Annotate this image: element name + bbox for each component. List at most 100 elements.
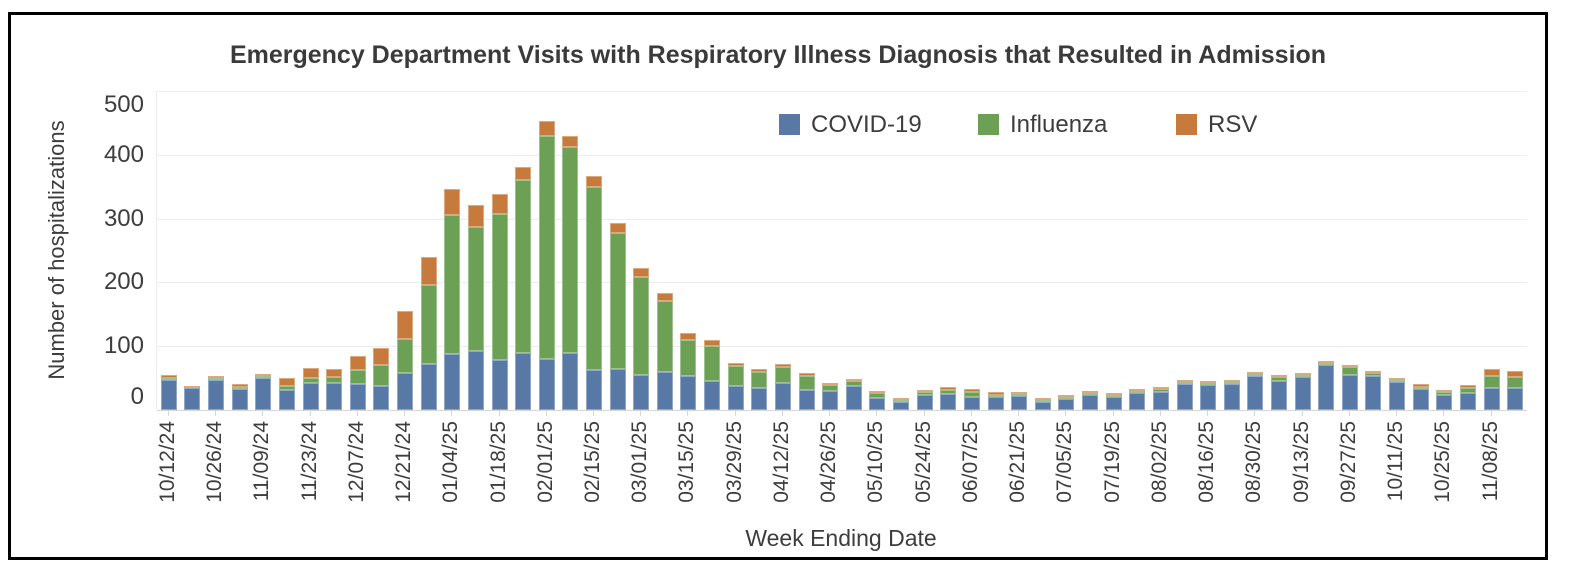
bar-segment-influenza[interactable]	[326, 376, 343, 384]
bar-group[interactable]	[467, 204, 484, 410]
bar-segment-covid-19[interactable]	[940, 394, 957, 410]
bar-group[interactable]	[160, 375, 177, 410]
bar-segment-influenza[interactable]	[916, 392, 933, 396]
bar-segment-rsv[interactable]	[302, 367, 319, 379]
bar-segment-rsv[interactable]	[1176, 380, 1193, 383]
bar-segment-covid-19[interactable]	[633, 374, 650, 410]
bar-segment-rsv[interactable]	[208, 376, 225, 379]
bar-segment-covid-19[interactable]	[1129, 392, 1146, 410]
bar-segment-covid-19[interactable]	[444, 353, 461, 410]
bar-segment-influenza[interactable]	[680, 339, 697, 377]
bar-segment-covid-19[interactable]	[798, 389, 815, 410]
bar-segment-rsv[interactable]	[184, 385, 201, 388]
bar-segment-influenza[interactable]	[467, 226, 484, 352]
bar-segment-influenza[interactable]	[798, 375, 815, 390]
bar-segment-influenza[interactable]	[727, 366, 744, 386]
bar-segment-covid-19[interactable]	[231, 388, 248, 410]
bar-segment-covid-19[interactable]	[774, 382, 791, 410]
bar-group[interactable]	[1011, 391, 1028, 410]
bar-group[interactable]	[963, 388, 980, 410]
bar-segment-covid-19[interactable]	[208, 380, 225, 410]
bar-segment-influenza[interactable]	[491, 213, 508, 360]
bar-segment-influenza[interactable]	[1247, 373, 1264, 376]
bar-segment-covid-19[interactable]	[1436, 394, 1453, 410]
bar-group[interactable]	[1034, 397, 1051, 410]
bar-segment-covid-19[interactable]	[1412, 388, 1429, 410]
bar-group[interactable]	[1223, 380, 1240, 410]
bar-segment-covid-19[interactable]	[326, 383, 343, 410]
bar-group[interactable]	[302, 367, 319, 410]
bar-group[interactable]	[1082, 391, 1099, 410]
bar-segment-covid-19[interactable]	[420, 364, 437, 410]
bar-group[interactable]	[349, 355, 366, 410]
bar-segment-influenza[interactable]	[420, 284, 437, 365]
bar-segment-influenza[interactable]	[1294, 374, 1311, 377]
bar-segment-influenza[interactable]	[538, 135, 555, 359]
bar-segment-rsv[interactable]	[397, 311, 414, 339]
bar-group[interactable]	[1200, 381, 1217, 410]
bar-segment-rsv[interactable]	[609, 223, 626, 233]
bar-segment-influenza[interactable]	[869, 393, 886, 398]
bar-segment-covid-19[interactable]	[1223, 384, 1240, 410]
bar-segment-rsv[interactable]	[798, 373, 815, 376]
bar-segment-influenza[interactable]	[1389, 379, 1406, 382]
bar-segment-rsv[interactable]	[467, 204, 484, 227]
bar-group[interactable]	[774, 364, 791, 410]
bar-segment-covid-19[interactable]	[1459, 393, 1476, 410]
bar-segment-rsv[interactable]	[987, 392, 1004, 395]
bar-segment-rsv[interactable]	[845, 378, 862, 382]
bar-group[interactable]	[916, 389, 933, 410]
bar-segment-influenza[interactable]	[278, 385, 295, 390]
bar-segment-rsv[interactable]	[538, 121, 555, 136]
bar-segment-covid-19[interactable]	[1082, 395, 1099, 410]
bar-group[interactable]	[444, 188, 461, 410]
bar-group[interactable]	[278, 377, 295, 410]
bar-group[interactable]	[680, 333, 697, 410]
bar-segment-rsv[interactable]	[774, 364, 791, 368]
bar-segment-influenza[interactable]	[940, 390, 957, 395]
bar-segment-rsv[interactable]	[633, 267, 650, 277]
bar-segment-influenza[interactable]	[963, 391, 980, 397]
bar-segment-influenza[interactable]	[1058, 397, 1075, 400]
bar-segment-rsv[interactable]	[1247, 371, 1264, 374]
bar-group[interactable]	[1483, 369, 1500, 410]
bar-segment-rsv[interactable]	[1436, 390, 1453, 393]
bar-segment-covid-19[interactable]	[1176, 384, 1193, 410]
bar-segment-influenza[interactable]	[1011, 393, 1028, 396]
bar-segment-covid-19[interactable]	[562, 352, 579, 410]
bar-group[interactable]	[420, 256, 437, 410]
bar-segment-rsv[interactable]	[1011, 391, 1028, 394]
bar-segment-rsv[interactable]	[373, 347, 390, 365]
bar-segment-covid-19[interactable]	[585, 370, 602, 410]
bar-segment-rsv[interactable]	[1365, 371, 1382, 374]
bar-segment-rsv[interactable]	[940, 387, 957, 391]
bar-segment-rsv[interactable]	[1483, 369, 1500, 376]
bar-segment-covid-19[interactable]	[704, 380, 721, 410]
bar-group[interactable]	[491, 194, 508, 410]
bar-group[interactable]	[1436, 390, 1453, 410]
bar-segment-influenza[interactable]	[1152, 388, 1169, 392]
bar-segment-influenza[interactable]	[1412, 386, 1429, 389]
bar-segment-rsv[interactable]	[1200, 381, 1217, 384]
bar-segment-influenza[interactable]	[349, 370, 366, 385]
bar-segment-rsv[interactable]	[1270, 375, 1287, 378]
bar-segment-covid-19[interactable]	[987, 397, 1004, 410]
bar-segment-rsv[interactable]	[680, 333, 697, 340]
bar-group[interactable]	[822, 382, 839, 410]
bar-segment-influenza[interactable]	[1082, 393, 1099, 396]
bar-segment-rsv[interactable]	[1459, 385, 1476, 389]
bar-segment-influenza[interactable]	[822, 385, 839, 391]
bar-segment-rsv[interactable]	[963, 388, 980, 392]
bar-segment-covid-19[interactable]	[1058, 399, 1075, 410]
bar-group[interactable]	[515, 166, 532, 410]
bar-segment-rsv[interactable]	[656, 293, 673, 301]
bar-segment-influenza[interactable]	[1176, 382, 1193, 385]
bar-segment-rsv[interactable]	[278, 377, 295, 386]
bar-segment-covid-19[interactable]	[656, 371, 673, 410]
bar-segment-covid-19[interactable]	[1152, 391, 1169, 410]
bar-group[interactable]	[1389, 377, 1406, 410]
bar-segment-influenza[interactable]	[255, 376, 272, 379]
bar-segment-influenza[interactable]	[1270, 377, 1287, 381]
bar-group[interactable]	[1270, 375, 1287, 410]
bar-group[interactable]	[326, 368, 343, 410]
